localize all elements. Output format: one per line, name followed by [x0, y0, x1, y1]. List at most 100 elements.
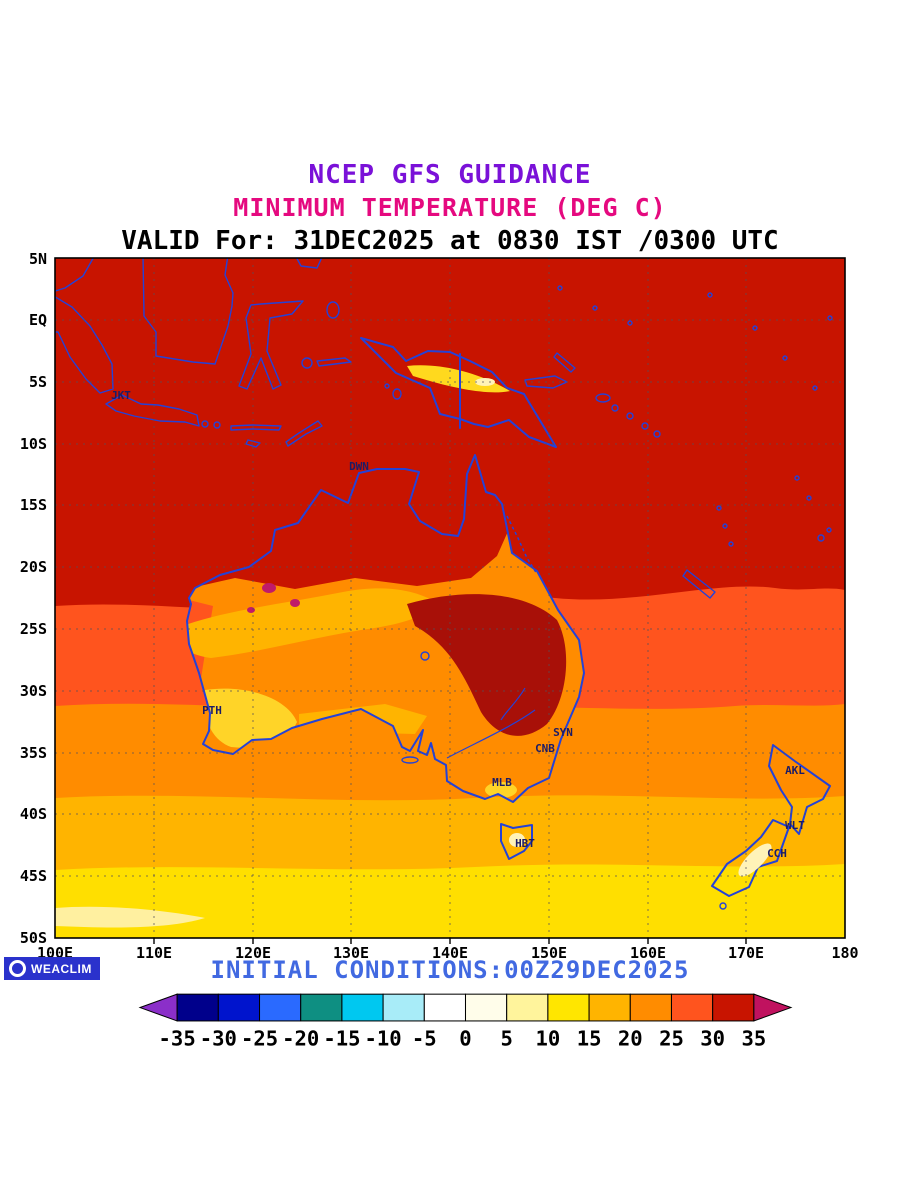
colorbar-tick-label: -35	[159, 1027, 196, 1051]
colorbar-tick-label: 15	[577, 1027, 602, 1051]
bali	[201, 420, 209, 428]
new-caledonia	[682, 569, 716, 599]
sumatra	[55, 295, 114, 394]
graticule	[55, 258, 845, 938]
colorbar-tick-label: 20	[618, 1027, 643, 1051]
colorbar-segment	[217, 993, 261, 1022]
colorbar-tick-label: 5	[500, 1027, 512, 1051]
lat-axis: 5N EQ 5S 10S 15S 20S 25S 30S 35S 40S 45S…	[20, 250, 47, 947]
colorbar-segment	[259, 993, 302, 1022]
title-valid-time: VALID For: 31DEC2025 at 0830 IST /0300 U…	[121, 226, 779, 256]
lat-label: 5S	[29, 373, 47, 391]
vanuatu-1	[716, 505, 722, 511]
kangaroo-island	[401, 756, 419, 764]
vanuatu-3	[728, 541, 734, 547]
sulawesi	[238, 300, 304, 390]
pacific-islands	[524, 285, 833, 599]
colorbar-tick-label: 25	[659, 1027, 684, 1051]
seram	[316, 357, 352, 367]
lat-label: 45S	[20, 867, 47, 885]
city-label-mlb: MLB	[492, 776, 512, 789]
city-labels: JKT DWN PTH SYN CNB MLB HBT AKL WLT CCH	[111, 389, 805, 860]
colorbar-segment	[341, 993, 384, 1022]
colorbar-tick-label: -10	[365, 1027, 402, 1051]
colorbar-segment	[464, 993, 508, 1022]
new-ireland	[553, 352, 576, 373]
lake-eyre	[420, 651, 430, 661]
map-field	[55, 258, 845, 938]
colorbar-segment	[506, 993, 549, 1022]
colorbar-tick-label: 35	[741, 1027, 766, 1051]
colorbar-tick-label: 10	[535, 1027, 560, 1051]
buru	[301, 357, 313, 369]
colorbar-tick-label: -15	[323, 1027, 360, 1051]
australia-central-amber-band	[187, 588, 439, 658]
axis-ticks	[153, 938, 747, 944]
lon-label: 130E	[333, 944, 369, 962]
city-label-wlt: WLT	[785, 819, 805, 832]
temperature-colorbar: -35 -30 -25 -20 -15 -10 -5 0 5 10 15 20 …	[138, 993, 793, 1051]
lat-label: 50S	[20, 929, 47, 947]
lat-label: EQ	[29, 311, 47, 329]
city-label-cnb: CNB	[535, 742, 555, 755]
city-label-syn: SYN	[553, 726, 573, 739]
lat-label: 30S	[20, 682, 47, 700]
lat-label: 10S	[20, 435, 47, 453]
lon-label: 150E	[531, 944, 567, 962]
vanuatu-2	[722, 523, 728, 529]
temperature-map: JKT DWN PTH SYN CNB MLB HBT AKL WLT CCH	[20, 250, 859, 962]
colorbar-tick-label: -20	[282, 1027, 319, 1051]
ocean-pale-corner	[55, 906, 205, 928]
hot-spot-magenta-1	[262, 583, 276, 593]
lon-label: 140E	[432, 944, 468, 962]
colorbar-segment	[629, 993, 672, 1022]
city-label-pth: PTH	[202, 704, 222, 717]
hot-spot-magenta-2	[290, 599, 300, 607]
australia-sw-cool	[204, 688, 297, 748]
flores	[230, 424, 282, 431]
png-highlands-pale	[475, 378, 495, 386]
hot-spot-magenta-3	[247, 607, 255, 613]
australia-se-interior-hot	[407, 594, 567, 736]
colorbar-segment	[176, 993, 219, 1022]
lon-label: 120E	[235, 944, 271, 962]
bougainville	[595, 393, 611, 403]
city-label-akl: AKL	[785, 764, 805, 777]
colorbar-segment	[423, 993, 467, 1022]
lat-label: 20S	[20, 558, 47, 576]
sumba	[245, 439, 261, 448]
nz-north-island	[768, 744, 831, 835]
lon-label: 160E	[630, 944, 666, 962]
weaclim-logo: WEACLIM	[4, 957, 100, 980]
kai	[384, 383, 390, 389]
initial-conditions-text: INITIAL CONDITIONS:00Z29DEC2025	[210, 956, 690, 984]
lon-label: 170E	[728, 944, 764, 962]
colorbar-tick-label: -5	[412, 1027, 437, 1051]
nz-south-island	[711, 819, 790, 897]
lon-label: 110E	[136, 944, 172, 962]
colorbar-tick-label: 30	[700, 1027, 725, 1051]
colorbar-segment	[670, 993, 714, 1022]
halmahera	[326, 301, 340, 319]
rivers	[420, 651, 536, 759]
lat-label: 15S	[20, 496, 47, 514]
lat-label: 5N	[29, 250, 47, 268]
colorbar-left-arrow	[138, 993, 178, 1022]
colorbar-segment	[382, 993, 425, 1022]
new-guinea	[360, 337, 557, 448]
lat-label: 35S	[20, 744, 47, 762]
lombok	[213, 421, 221, 429]
lon-axis: 100E 110E 120E 130E 140E 150E 160E 170E …	[37, 944, 859, 962]
tasmania-highlands	[509, 833, 525, 847]
colorbar-segment	[588, 993, 631, 1022]
mindanao	[295, 258, 323, 269]
title-parameter: MINIMUM TEMPERATURE (DEG C)	[233, 193, 667, 222]
new-britain	[524, 375, 568, 389]
lat-label: 40S	[20, 805, 47, 823]
city-label-cch: CCH	[767, 847, 787, 860]
colorbar-segment	[300, 993, 343, 1022]
lon-label: 180	[831, 944, 858, 962]
aru	[392, 388, 402, 400]
victoria-cool-spot	[485, 782, 517, 798]
